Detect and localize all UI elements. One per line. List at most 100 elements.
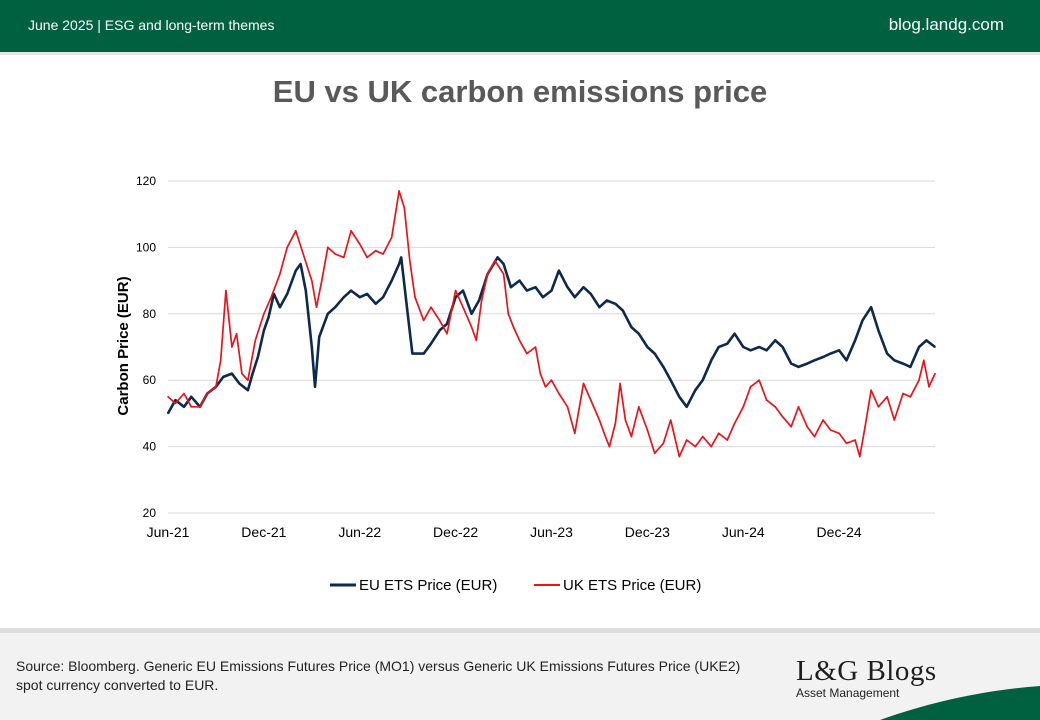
data-point: [382, 296, 384, 299]
data-point: [502, 263, 505, 265]
data-point: [299, 263, 302, 265]
data-point: [582, 286, 585, 289]
data-point: [409, 259, 411, 262]
data-point: [219, 359, 222, 362]
header-site-link[interactable]: blog.landg.com: [888, 15, 1004, 34]
data-point: [263, 329, 265, 332]
data-point: [923, 359, 925, 362]
data-point: [327, 246, 329, 249]
data-point: [311, 346, 313, 348]
data-point: [598, 306, 601, 309]
data-point: [590, 293, 592, 295]
series-eu-ets: [166, 256, 936, 415]
data-point: [854, 339, 856, 342]
data-point: [701, 435, 704, 438]
data-point: [726, 342, 729, 345]
y-tick-label: 100: [136, 240, 156, 254]
x-tick-label: Jun-22: [338, 524, 381, 540]
data-point: [321, 279, 323, 282]
data-point: [390, 279, 393, 282]
data-point: [475, 339, 478, 342]
brand-logo: L&G Blogs: [796, 655, 937, 687]
data-point: [870, 306, 872, 309]
data-point: [502, 273, 505, 275]
data-point: [630, 326, 633, 328]
data-point: [765, 399, 768, 401]
data-point: [606, 299, 608, 302]
data-point: [327, 313, 329, 315]
data-point: [774, 339, 776, 342]
data-point: [854, 439, 856, 441]
y-tick-label: 60: [143, 373, 157, 387]
data-point: [790, 425, 792, 428]
data-point: [710, 359, 713, 362]
data-point: [630, 435, 633, 438]
data-point: [286, 246, 289, 249]
data-point: [653, 352, 656, 355]
data-point: [717, 432, 720, 435]
data-point: [279, 273, 281, 275]
data-point: [638, 406, 640, 408]
legend-label: UK ETS Price (EUR): [563, 577, 701, 594]
x-tick-label: Dec-24: [817, 524, 862, 540]
data-point: [614, 422, 617, 425]
data-point: [183, 406, 185, 408]
data-point: [318, 336, 321, 338]
header-date-theme: June 2025 | ESG and long-term themes: [28, 17, 275, 33]
x-tick-label: Jun-21: [147, 524, 190, 540]
data-point: [694, 389, 697, 392]
data-point: [406, 313, 409, 315]
data-point: [701, 379, 704, 382]
data-point: [382, 253, 384, 255]
data-point: [622, 309, 624, 312]
data-point: [359, 243, 361, 245]
data-point: [749, 349, 752, 352]
data-point: [646, 346, 649, 348]
data-point: [295, 230, 297, 232]
data-point: [366, 256, 368, 259]
data-point: [534, 346, 537, 348]
data-point: [414, 296, 416, 299]
data-point: [374, 303, 377, 305]
data-point: [247, 389, 249, 392]
data-point: [902, 392, 904, 395]
y-axis-label: Carbon Price (EUR): [115, 276, 132, 415]
data-point: [806, 362, 808, 365]
data-point: [167, 412, 169, 415]
data-point: [861, 319, 864, 322]
data-point: [422, 319, 425, 322]
series-line: [166, 256, 936, 415]
data-point: [494, 259, 496, 262]
data-point: [167, 396, 169, 398]
x-tick-label: Dec-22: [433, 524, 478, 540]
data-point: [574, 432, 576, 435]
data-point: [614, 303, 617, 305]
data-point: [374, 249, 377, 252]
data-point: [781, 346, 784, 348]
footer-divider: [0, 628, 1040, 633]
series-line: [167, 190, 936, 458]
data-point: [257, 356, 259, 358]
data-point: [398, 263, 400, 265]
data-point: [733, 422, 736, 425]
data-point: [550, 379, 553, 382]
data-point: [334, 306, 337, 309]
data-point: [653, 452, 656, 455]
data-point: [918, 346, 920, 348]
y-tick-label: 20: [143, 506, 157, 520]
data-point: [478, 299, 480, 302]
data-point: [231, 346, 233, 348]
x-tick-label: Dec-21: [241, 524, 286, 540]
series-layer: [166, 190, 936, 458]
data-point: [273, 293, 275, 295]
data-point: [934, 346, 936, 348]
data-point: [582, 382, 585, 385]
data-point: [574, 296, 576, 299]
brand-swoosh: [880, 686, 1040, 720]
data-point: [462, 306, 464, 309]
data-point: [470, 326, 473, 328]
data-point: [411, 352, 414, 355]
data-point: [710, 445, 713, 448]
data-point: [438, 319, 441, 322]
data-point: [231, 372, 233, 375]
